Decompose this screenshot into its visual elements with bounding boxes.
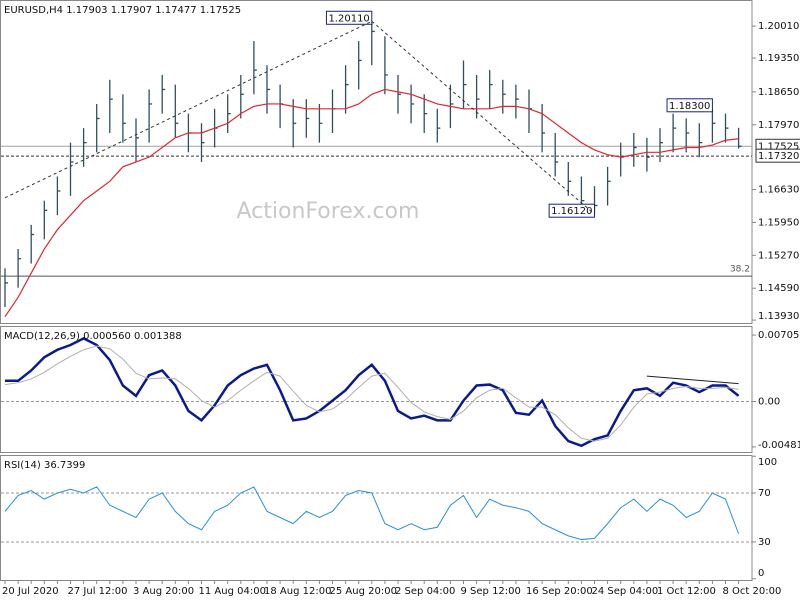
x-tick-label: 8 Oct 20:00 <box>723 586 782 597</box>
y-tick-label: 1.15950 <box>758 217 799 228</box>
trend-line <box>4 20 373 199</box>
series-line <box>4 345 739 442</box>
y-tick-label: 1.13930 <box>758 311 799 322</box>
panel-title: EURUSD,H4 1.17903 1.17907 1.17477 1.1752… <box>4 5 241 16</box>
x-tick-label: 1 Oct 12:00 <box>657 586 716 597</box>
panel-title: RSI(14) 36.7399 <box>4 460 85 471</box>
y-tick-label: 70 <box>758 488 771 499</box>
x-tick-label: 18 Aug 12:00 <box>264 586 331 597</box>
annotation-label: 1.16120 <box>551 206 592 217</box>
annotation-box <box>666 98 713 113</box>
y-tick-label: 0.00 <box>758 397 780 408</box>
y-tick-label: 1.16630 <box>758 185 799 196</box>
annotation-label: 1.20110 <box>328 13 369 24</box>
y-tick-label: 30 <box>758 537 771 548</box>
moving-average <box>4 88 739 318</box>
trend-line <box>371 20 595 215</box>
panel-title: MACD(12,26,9) 0.000560 0.001388 <box>4 331 182 342</box>
fib-label: 38.2 <box>730 265 750 275</box>
series-line <box>5 337 740 448</box>
annotation-label: 1.18300 <box>669 101 710 112</box>
x-tick-label: 2 Sep 04:00 <box>395 586 455 597</box>
y-tick-label: 0.007057 <box>758 330 800 341</box>
y-tick-label: 0 <box>758 568 764 579</box>
panel-frame <box>0 326 753 453</box>
x-tick-label: 11 Aug 04:00 <box>199 586 266 597</box>
price-tag-label: 1.17525 <box>758 141 799 152</box>
x-tick-label: 20 Jul 2020 <box>2 586 59 597</box>
panel-frame <box>0 0 753 324</box>
x-tick-label: 27 Jul 12:00 <box>68 586 128 597</box>
watermark: ActionForex.com <box>237 199 420 224</box>
annotation-box <box>548 203 595 218</box>
x-tick-label: 24 Sep 04:00 <box>592 586 659 597</box>
y-tick-label: 1.18650 <box>758 87 799 98</box>
price-tag-box <box>755 148 800 163</box>
y-tick-label: 100 <box>758 457 777 468</box>
y-tick-label: 1.20010 <box>758 21 799 32</box>
y-tick-label: 1.17970 <box>758 120 799 131</box>
y-tick-label: 1.19350 <box>758 53 799 64</box>
x-tick-label: 25 Aug 20:00 <box>330 586 397 597</box>
y-tick-label: 1.15270 <box>758 250 799 261</box>
x-tick-label: 16 Sep 20:00 <box>526 586 593 597</box>
y-tick-label: 1.14590 <box>758 283 799 294</box>
annotation-box <box>325 10 373 25</box>
trend-line <box>646 375 739 385</box>
price-tag-label: 1.17320 <box>758 151 799 162</box>
x-tick-label: 3 Aug 20:00 <box>133 586 194 597</box>
series-line <box>4 486 740 541</box>
y-tick-label: -0.004818 <box>758 440 800 451</box>
panel-frame <box>0 455 753 581</box>
x-tick-label: 9 Sep 12:00 <box>461 586 521 597</box>
